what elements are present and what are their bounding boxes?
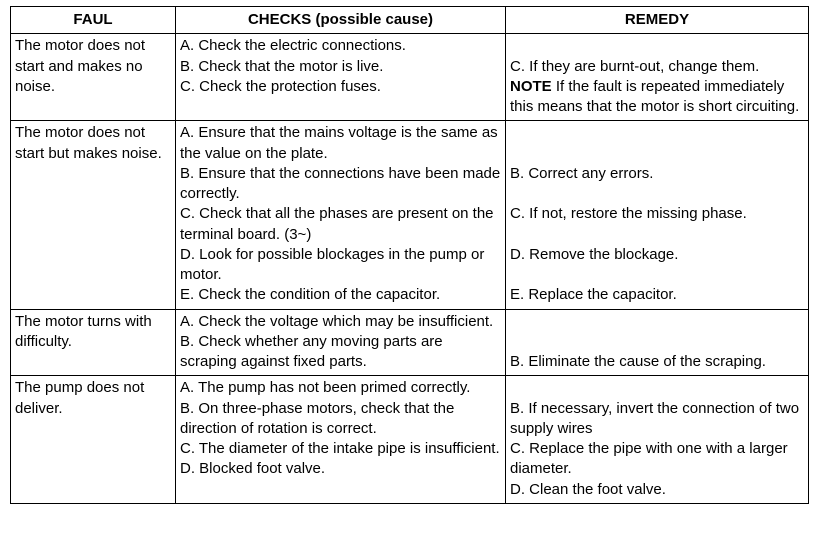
col-header-remedy: REMEDY — [506, 7, 809, 34]
faul-cell: The motor turns with difficulty. — [11, 309, 176, 376]
checks-cell: A. Check the electric connections.B. Che… — [176, 34, 506, 121]
faul-cell: The motor does not start but makes noise… — [11, 121, 176, 309]
col-header-checks: CHECKS (possible cause) — [176, 7, 506, 34]
checks-cell: A. Check the voltage which may be insuff… — [176, 309, 506, 376]
table-row: The motor turns with difficulty. A. Chec… — [11, 309, 809, 376]
col-header-faul: FAUL — [11, 7, 176, 34]
remedy-cell: B. If necessary, invert the connection o… — [506, 376, 809, 504]
table-row: The motor does not start and makes no no… — [11, 34, 809, 121]
remedy-note-label: NOTE — [510, 78, 552, 95]
troubleshooting-table: FAUL CHECKS (possible cause) REMEDY The … — [10, 6, 809, 504]
remedy-cell: B. Correct any errors.C. If not, restore… — [506, 121, 809, 309]
table-row: The pump does not deliver. A. The pump h… — [11, 376, 809, 504]
faul-cell: The motor does not start and makes no no… — [11, 34, 176, 121]
remedy-cell: C. If they are burnt-out, change them. NO… — [506, 34, 809, 121]
remedy-text-post: If the fault is repeated immediately thi… — [510, 78, 799, 115]
remedy-text-pre: C. If they are burnt-out, change them. — [510, 58, 759, 75]
remedy-cell: B. Eliminate the cause of the scraping. — [506, 309, 809, 376]
checks-cell: A. Ensure that the mains voltage is the … — [176, 121, 506, 309]
faul-cell: The pump does not deliver. — [11, 376, 176, 504]
table-header-row: FAUL CHECKS (possible cause) REMEDY — [11, 7, 809, 34]
checks-cell: A. The pump has not been primed correctl… — [176, 376, 506, 504]
table-row: The motor does not start but makes noise… — [11, 121, 809, 309]
